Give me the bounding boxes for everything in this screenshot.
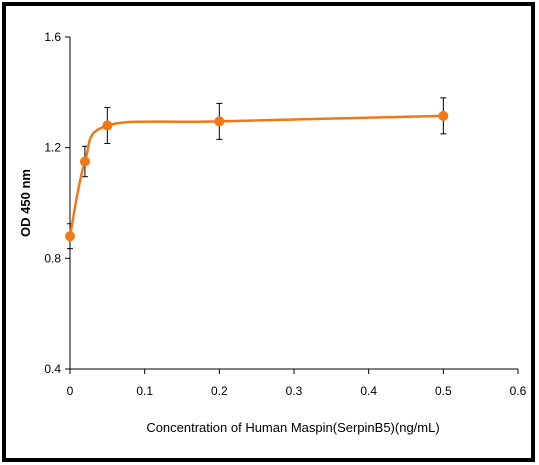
- x-tick-label: 0: [67, 384, 74, 398]
- y-tick-label: 1.6: [44, 30, 61, 44]
- data-point: [102, 120, 113, 131]
- chart-border: [2, 2, 535, 462]
- x-tick-label: 0.6: [510, 384, 527, 398]
- y-ticks: 0.4 0.8 1.2 1.6: [44, 30, 70, 376]
- y-tick-label: 0.4: [44, 362, 61, 376]
- x-tick-label: 0.1: [136, 384, 153, 398]
- x-axis-title: Concentration of Human Maspin(SerpinB5)(…: [146, 420, 439, 435]
- series-line: [68, 114, 444, 237]
- data-point: [214, 116, 225, 127]
- y-tick-label: 1.2: [44, 141, 61, 155]
- x-tick-label: 0.2: [211, 384, 228, 398]
- y-tick-label: 0.8: [44, 251, 61, 265]
- x-ticks: 0 0.1 0.2 0.3 0.4 0.5 0.6: [67, 369, 527, 398]
- data-points: [65, 110, 449, 242]
- data-point: [438, 110, 449, 121]
- x-tick-label: 0.5: [435, 384, 452, 398]
- y-axis-title: OD 450 nm: [18, 169, 33, 237]
- x-tick-label: 0.3: [286, 384, 303, 398]
- data-point: [79, 156, 90, 167]
- x-tick-label: 0.4: [360, 384, 377, 398]
- data-point: [65, 231, 75, 242]
